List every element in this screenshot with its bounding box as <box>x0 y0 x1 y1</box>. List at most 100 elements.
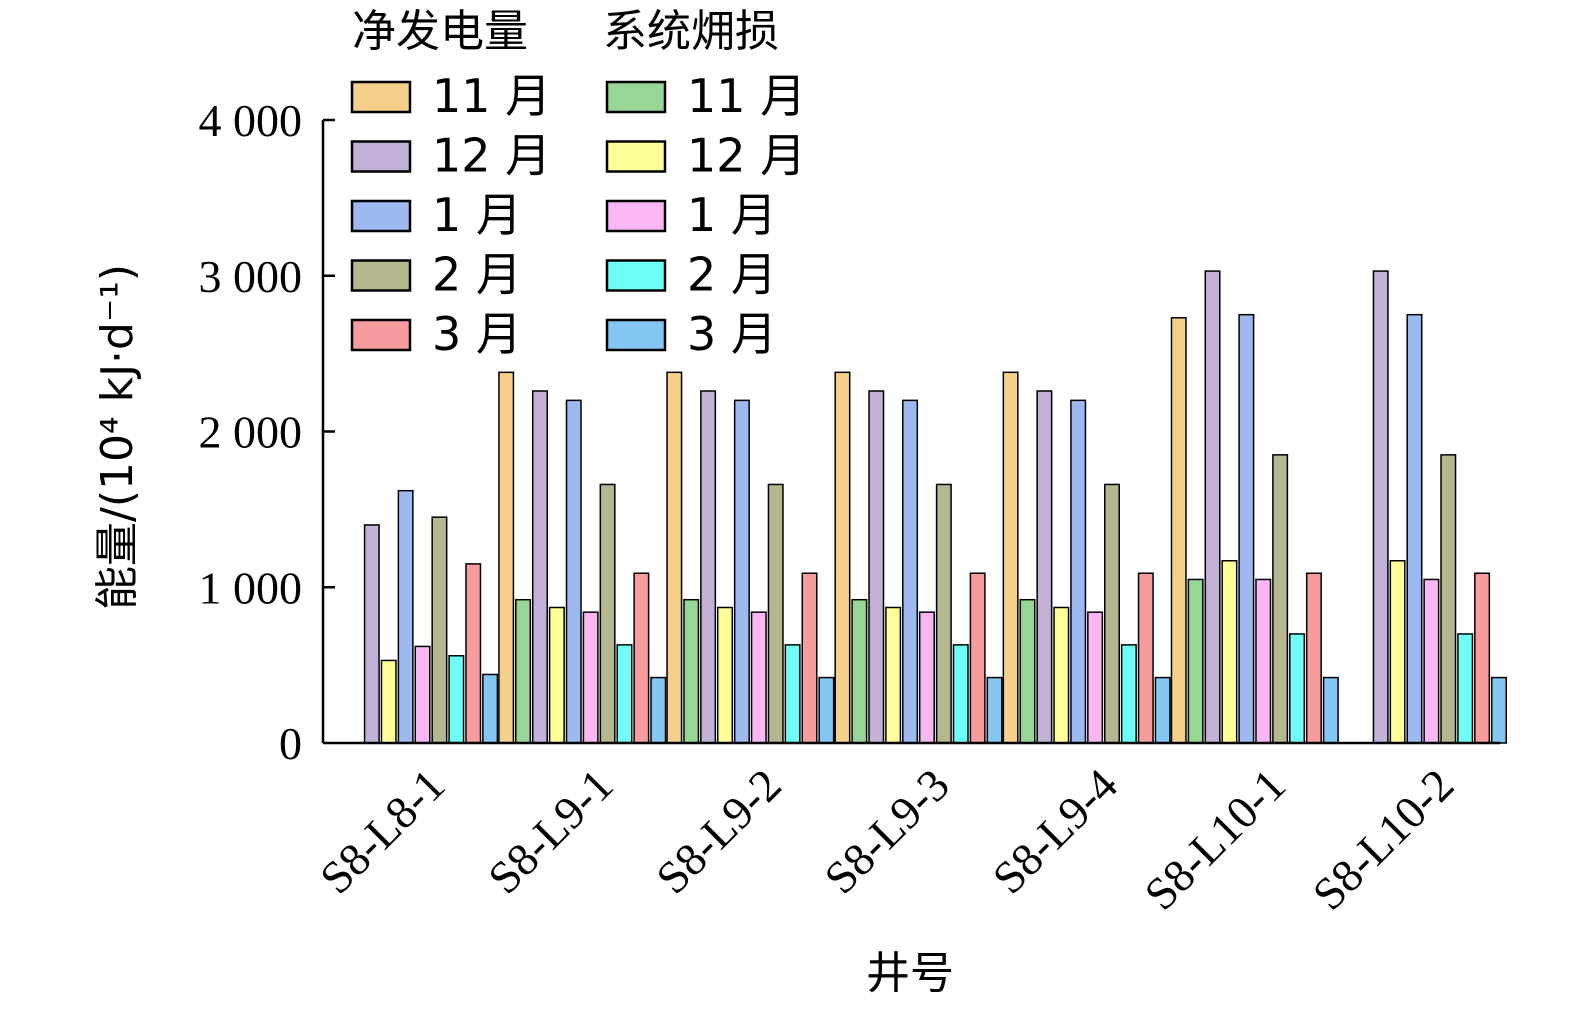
bar <box>818 676 835 744</box>
bar <box>616 644 633 744</box>
bar <box>1238 313 1255 744</box>
bar <box>531 390 548 744</box>
x-category-label: S8-L8-1 <box>310 759 454 903</box>
bar <box>851 598 868 744</box>
bar <box>1036 390 1053 744</box>
legend-swatch <box>605 80 667 114</box>
bar <box>1389 560 1406 744</box>
legend-swatch <box>605 199 667 233</box>
legend-label: 11 月 <box>687 69 806 123</box>
bar <box>1204 270 1221 744</box>
x-axis-categories: S8-L8-1 S8-L9-1 S8-L9-2 S8-L9-3 S8-L9-4 S8-L1… <box>310 759 1463 920</box>
bar <box>1187 578 1204 744</box>
bar <box>902 399 919 744</box>
legend-label: 3 月 <box>432 307 522 361</box>
y-tick-label: 3 000 <box>199 251 303 302</box>
x-category-label: S8-L9-2 <box>646 759 790 903</box>
bar <box>1474 572 1491 744</box>
bar <box>582 611 599 744</box>
legend-swatch <box>350 199 412 233</box>
bar <box>1322 676 1339 744</box>
bar <box>1255 578 1272 744</box>
plot-area <box>363 270 1507 744</box>
legend-label: 1 月 <box>432 188 522 242</box>
legend-title-exergy-loss: 系统㶲损 <box>603 6 779 57</box>
bar <box>1087 611 1104 744</box>
bar <box>918 611 935 744</box>
legend-label: 1 月 <box>687 188 777 242</box>
bar <box>1019 598 1036 744</box>
bar <box>750 611 767 744</box>
bar <box>515 598 532 744</box>
bar <box>1289 633 1306 744</box>
bar <box>952 644 969 744</box>
bar <box>969 572 986 744</box>
bar <box>465 563 482 744</box>
bar <box>801 572 818 744</box>
bar <box>717 606 734 744</box>
bar <box>885 606 902 744</box>
legend-label: 12 月 <box>432 129 551 183</box>
legend-swatch <box>350 80 412 114</box>
legend-swatch <box>350 259 412 292</box>
bar <box>1406 313 1423 744</box>
legend-swatch <box>350 318 412 352</box>
bar <box>1170 317 1187 744</box>
x-category-label: S8-L9-1 <box>478 759 622 903</box>
x-axis-label: 井号 <box>866 948 954 999</box>
y-tick-label: 2 000 <box>199 407 303 458</box>
bar <box>380 659 397 744</box>
bar <box>1053 606 1070 744</box>
bar <box>868 390 885 744</box>
bar <box>1423 578 1440 744</box>
bar <box>1490 676 1507 744</box>
legend-title-net-power: 净发电量 <box>352 6 528 57</box>
bar <box>448 655 465 744</box>
y-tick-label: 4 000 <box>199 95 303 146</box>
legend-swatch <box>605 318 667 352</box>
bar <box>1440 454 1457 744</box>
bar <box>1137 572 1154 744</box>
y-axis-label: 能量/(10⁴ kJ·d⁻¹) <box>92 264 143 610</box>
legend-label: 12 月 <box>687 129 806 183</box>
legend-label: 11 月 <box>432 69 551 123</box>
x-category-label: S8-L9-4 <box>983 759 1127 903</box>
bar <box>834 371 851 744</box>
bar <box>1457 633 1474 744</box>
bar <box>1103 483 1120 744</box>
bar <box>1154 676 1171 744</box>
bar <box>1272 454 1289 744</box>
bar <box>414 645 431 744</box>
x-category-label: S8-L10-1 <box>1134 759 1295 920</box>
bar <box>565 399 582 744</box>
bar <box>431 516 448 744</box>
bar <box>935 483 952 744</box>
legend-label: 3 月 <box>687 307 777 361</box>
legend-swatch <box>350 140 412 173</box>
bar <box>482 673 499 744</box>
y-tick-label: 1 000 <box>199 562 303 613</box>
legend-label: 2 月 <box>687 248 777 302</box>
legend-swatch <box>605 140 667 173</box>
bar <box>548 606 565 744</box>
bar <box>1372 270 1389 744</box>
bar <box>1221 560 1238 744</box>
bar <box>498 371 515 744</box>
x-category-label: S8-L9-3 <box>814 759 958 903</box>
bar <box>363 524 380 744</box>
y-tick-label: 0 <box>279 718 302 769</box>
bar <box>1305 572 1322 744</box>
bar <box>650 676 667 744</box>
bar <box>733 399 750 744</box>
x-category-label: S8-L10-2 <box>1303 759 1464 920</box>
bar <box>986 676 1003 744</box>
bar <box>599 483 616 744</box>
bar <box>1070 399 1087 744</box>
bar <box>397 489 414 744</box>
bar <box>683 598 700 744</box>
y-axis-ticks: 0 1 000 2 000 3 000 4 000 <box>199 95 335 769</box>
bar <box>633 572 650 744</box>
bar <box>767 483 784 744</box>
